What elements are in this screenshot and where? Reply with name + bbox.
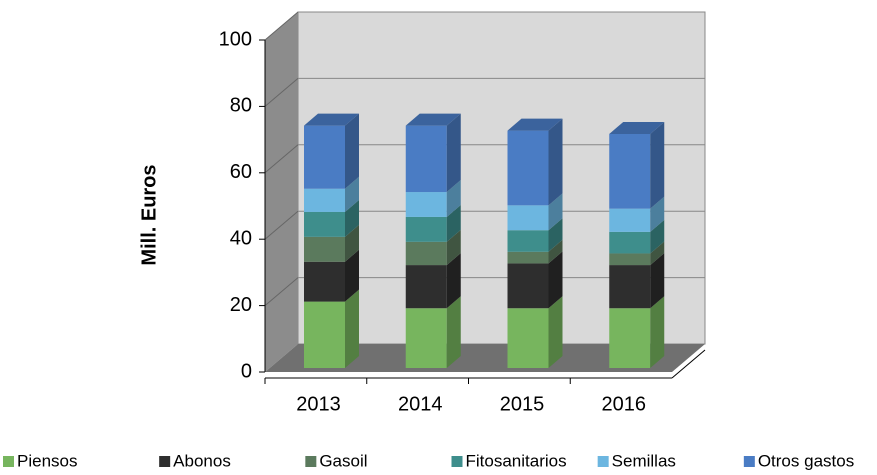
x-tick-label: 2013 [296, 393, 341, 415]
grid-line [264, 210, 299, 240]
bar-side [446, 180, 461, 217]
bar-side [548, 218, 563, 252]
bar-side [345, 113, 359, 189]
bar [609, 308, 651, 368]
bar [304, 188, 345, 212]
legend-swatch [305, 456, 317, 467]
bar-side [345, 224, 359, 262]
grid-line [264, 277, 299, 306]
x-tick-label: 2014 [398, 393, 443, 415]
bar [507, 308, 549, 368]
bar-side [345, 176, 359, 212]
legend-swatch [451, 456, 463, 467]
bar [609, 208, 651, 232]
y-axis-title: Mill. Euros [138, 164, 160, 265]
grid-line [264, 78, 299, 107]
bar [609, 253, 651, 266]
bar-side [548, 193, 563, 231]
bar [405, 265, 447, 309]
bar [304, 261, 345, 302]
bar-side [446, 296, 461, 368]
bar-top [304, 113, 359, 126]
bar [609, 265, 651, 309]
side-wall [265, 12, 298, 372]
bar [405, 216, 447, 242]
bar [405, 125, 447, 193]
bar-side [345, 249, 359, 302]
bar [507, 263, 549, 309]
bar-side [345, 199, 359, 237]
y-tick-label: 80 [230, 95, 252, 117]
legend-label: Fitosanitarios [466, 451, 567, 470]
bar [405, 192, 447, 217]
bar [304, 125, 345, 189]
bar-side [548, 251, 563, 309]
bar [609, 231, 651, 254]
grid-line [264, 144, 299, 174]
legend-label: Otros gastos [758, 451, 854, 470]
bar-side [446, 253, 461, 309]
bar-side [446, 229, 461, 266]
bar-top [609, 121, 665, 134]
grid-line [264, 11, 299, 41]
legend-label: Abonos [173, 451, 231, 470]
bar-top [507, 118, 563, 131]
bar-side [650, 296, 665, 368]
legend-swatch [597, 456, 609, 467]
bar-side [446, 113, 461, 193]
x-axis-back [671, 349, 706, 379]
bar-side [548, 239, 563, 264]
legend-label: Semillas [612, 451, 676, 470]
legend-swatch [743, 456, 755, 467]
bar [507, 251, 549, 264]
bar [507, 230, 549, 252]
bar-side [548, 296, 563, 368]
x-tick-label: 2016 [602, 393, 647, 415]
bar-side [650, 121, 665, 209]
legend-label: Piensos [17, 451, 77, 470]
bar [304, 211, 345, 237]
bar [405, 308, 447, 368]
x-tick-label: 2015 [500, 393, 545, 415]
bar [507, 205, 549, 231]
bar [405, 241, 447, 266]
bar [609, 133, 651, 209]
bar [304, 236, 345, 262]
bar-side [650, 241, 665, 266]
bar-side [650, 219, 665, 254]
bar-side [446, 204, 461, 242]
y-tick-label: 40 [230, 227, 252, 249]
y-tick-label: 0 [241, 360, 252, 382]
legend-swatch [159, 456, 171, 467]
bar-side [650, 253, 665, 309]
bar-side [650, 196, 665, 232]
bar-side [345, 289, 359, 368]
y-tick-label: 100 [219, 28, 252, 50]
bar-side [548, 118, 563, 206]
y-tick-label: 60 [230, 161, 252, 183]
bar [304, 301, 345, 368]
legend-swatch [3, 456, 14, 467]
floor [265, 344, 705, 372]
y-tick-label: 20 [230, 294, 252, 316]
bar-top [405, 113, 461, 126]
legend-label: Gasoil [319, 451, 367, 470]
bar [507, 130, 549, 206]
